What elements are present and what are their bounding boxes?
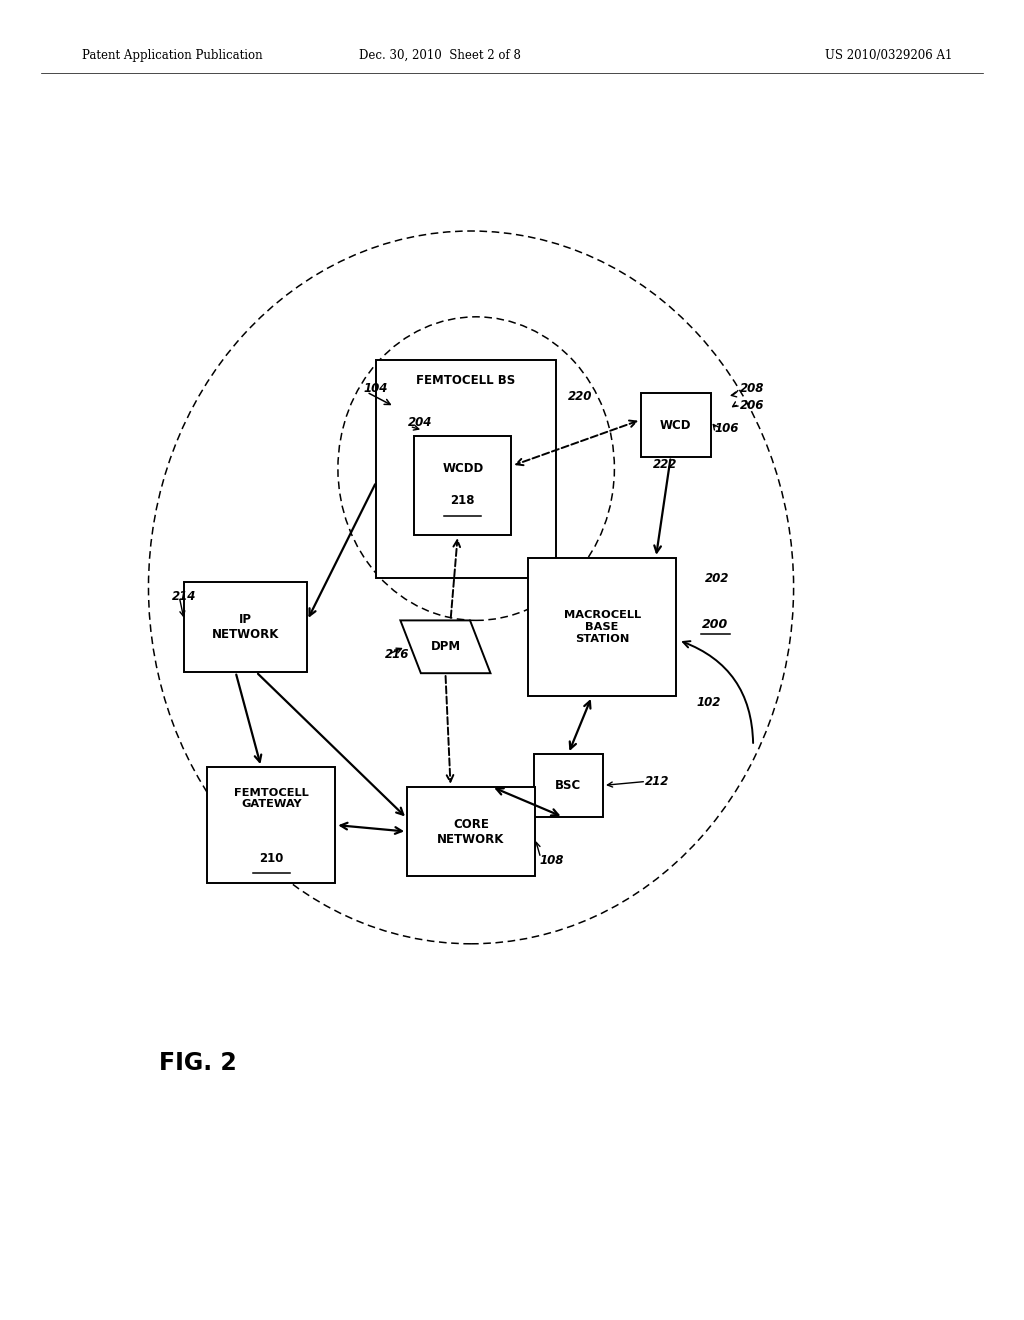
Text: Patent Application Publication: Patent Application Publication	[82, 49, 262, 62]
Text: IP
NETWORK: IP NETWORK	[212, 612, 280, 642]
Bar	[207, 767, 336, 883]
Bar	[184, 582, 307, 672]
Text: WCD: WCD	[660, 418, 691, 432]
Bar	[377, 359, 555, 578]
Text: 200: 200	[701, 618, 728, 631]
Text: FEMTOCELL BS: FEMTOCELL BS	[417, 375, 515, 387]
Text: Dec. 30, 2010  Sheet 2 of 8: Dec. 30, 2010 Sheet 2 of 8	[359, 49, 521, 62]
Text: 220: 220	[568, 389, 593, 403]
Text: 204: 204	[408, 416, 432, 429]
Bar	[534, 754, 603, 817]
Text: 208: 208	[740, 381, 765, 395]
Text: 102: 102	[696, 696, 721, 709]
Text: 210: 210	[259, 851, 284, 865]
Text: 222: 222	[653, 458, 678, 471]
Text: 104: 104	[364, 381, 388, 395]
Bar	[414, 436, 512, 536]
Text: 206: 206	[740, 399, 765, 412]
Text: MACROCELL
BASE
STATION: MACROCELL BASE STATION	[563, 610, 641, 644]
Text: 108: 108	[540, 854, 564, 867]
Text: 106: 106	[715, 422, 739, 436]
Text: US 2010/0329206 A1: US 2010/0329206 A1	[825, 49, 952, 62]
Text: 216: 216	[385, 648, 410, 661]
Text: BSC: BSC	[555, 779, 582, 792]
Text: DPM: DPM	[430, 640, 461, 653]
Bar	[641, 393, 711, 457]
Bar	[408, 787, 535, 876]
Text: 212: 212	[645, 775, 670, 788]
Text: FEMTOCELL
GATEWAY: FEMTOCELL GATEWAY	[234, 788, 308, 809]
Polygon shape	[400, 620, 490, 673]
Text: CORE
NETWORK: CORE NETWORK	[437, 817, 505, 846]
Text: 218: 218	[451, 494, 475, 507]
Bar	[528, 557, 676, 697]
Text: WCDD: WCDD	[442, 462, 483, 475]
Text: 202: 202	[705, 572, 729, 585]
Text: FIG. 2: FIG. 2	[159, 1051, 237, 1074]
Text: 214: 214	[172, 590, 197, 603]
